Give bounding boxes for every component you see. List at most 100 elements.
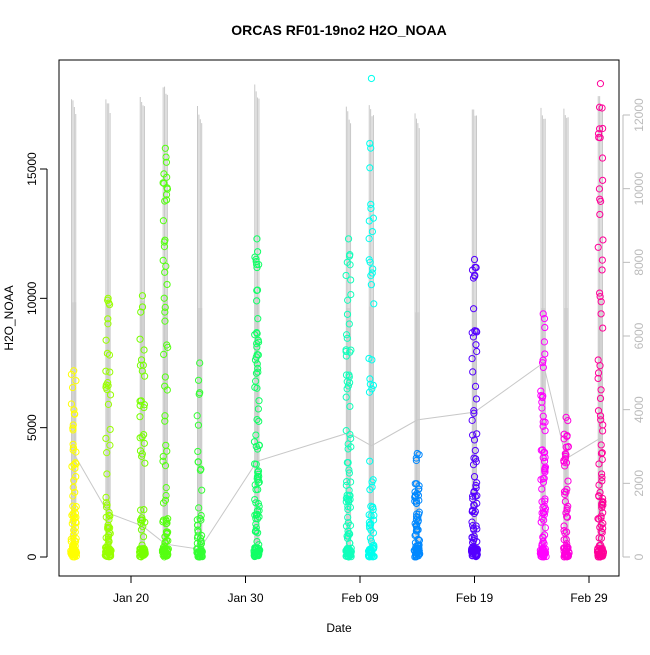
data-point (345, 466, 353, 474)
data-point (252, 460, 260, 468)
data-point (106, 551, 115, 559)
data-point (254, 529, 262, 537)
plot-frame (58, 59, 620, 577)
data-point (541, 468, 549, 476)
data-point (539, 363, 547, 372)
data-point (367, 74, 376, 83)
data-point (468, 518, 476, 526)
data-point (138, 292, 147, 300)
data-point (252, 486, 260, 494)
data-point (255, 441, 263, 449)
data-point (67, 535, 75, 543)
data-point (252, 369, 261, 377)
data-point (468, 492, 477, 500)
data-point (343, 495, 352, 503)
data-point (365, 518, 373, 526)
data-point (253, 330, 261, 338)
data-point (344, 532, 352, 540)
data-point (162, 491, 170, 500)
data-point (366, 375, 374, 383)
data-point (162, 516, 170, 524)
data-point (468, 507, 476, 516)
data-point (368, 356, 376, 364)
data-point (104, 400, 113, 408)
data-point (595, 103, 604, 111)
data-point (561, 529, 569, 537)
data-point (160, 170, 168, 178)
data-point (598, 256, 606, 264)
x-tick-label: Feb 29 (570, 591, 608, 605)
data-point (196, 359, 204, 367)
gray-band (71, 302, 77, 557)
data-point (344, 502, 352, 511)
data-point (253, 260, 261, 269)
data-point (106, 425, 114, 434)
data-point (141, 459, 149, 467)
data-point (562, 542, 571, 550)
data-point (69, 421, 77, 429)
data-point (161, 412, 169, 420)
data-point (195, 504, 203, 512)
data-point (342, 427, 350, 435)
data-point (413, 510, 421, 518)
data-point (68, 548, 76, 556)
data-point (562, 509, 570, 517)
data-point (198, 531, 206, 540)
data-point (597, 197, 605, 205)
data-point (471, 272, 479, 280)
data-point (598, 449, 606, 457)
data-point (161, 373, 169, 381)
data-point (104, 535, 112, 544)
data-point (564, 477, 572, 485)
data-point (136, 401, 144, 410)
data-point (597, 298, 605, 306)
gray-band (139, 300, 145, 557)
data-point (102, 383, 110, 391)
y2-tick-label: 8000 (632, 249, 646, 276)
y2-tick-label: 6000 (632, 322, 646, 349)
data-point (102, 493, 110, 502)
data-point (104, 382, 112, 390)
y-tick-label: 5000 (25, 414, 39, 441)
data-point (193, 412, 201, 420)
data-point (598, 498, 607, 507)
data-point (470, 409, 478, 417)
data-point (538, 446, 547, 454)
data-point (254, 468, 262, 476)
data-point (473, 538, 481, 546)
data-point (69, 510, 77, 518)
data-point (562, 443, 570, 451)
data-point (595, 492, 603, 500)
data-point (195, 552, 203, 560)
data-point (253, 360, 261, 368)
data-point (255, 417, 263, 425)
data-point (72, 473, 80, 481)
data-point (138, 548, 146, 556)
gray-band (368, 306, 374, 557)
data-point (104, 379, 112, 387)
data-point (140, 372, 149, 380)
data-point (564, 544, 572, 552)
data-point (411, 519, 419, 528)
data-point (197, 511, 205, 520)
data-point (253, 263, 261, 272)
data-point (538, 542, 546, 550)
data-point (254, 368, 262, 376)
data-point (344, 459, 352, 467)
data-point (159, 457, 167, 465)
data-point (346, 379, 354, 387)
data-point (595, 542, 603, 550)
data-point (366, 534, 375, 542)
data-point (193, 539, 201, 547)
data-point (70, 476, 78, 485)
data-point (104, 523, 113, 532)
data-point (470, 473, 479, 481)
data-point (162, 153, 170, 161)
data-point (599, 124, 607, 133)
data-point (412, 512, 421, 521)
data-point (540, 516, 548, 524)
data-point (137, 526, 146, 534)
data-point (253, 297, 261, 305)
data-point (561, 490, 569, 499)
data-point (599, 176, 607, 184)
